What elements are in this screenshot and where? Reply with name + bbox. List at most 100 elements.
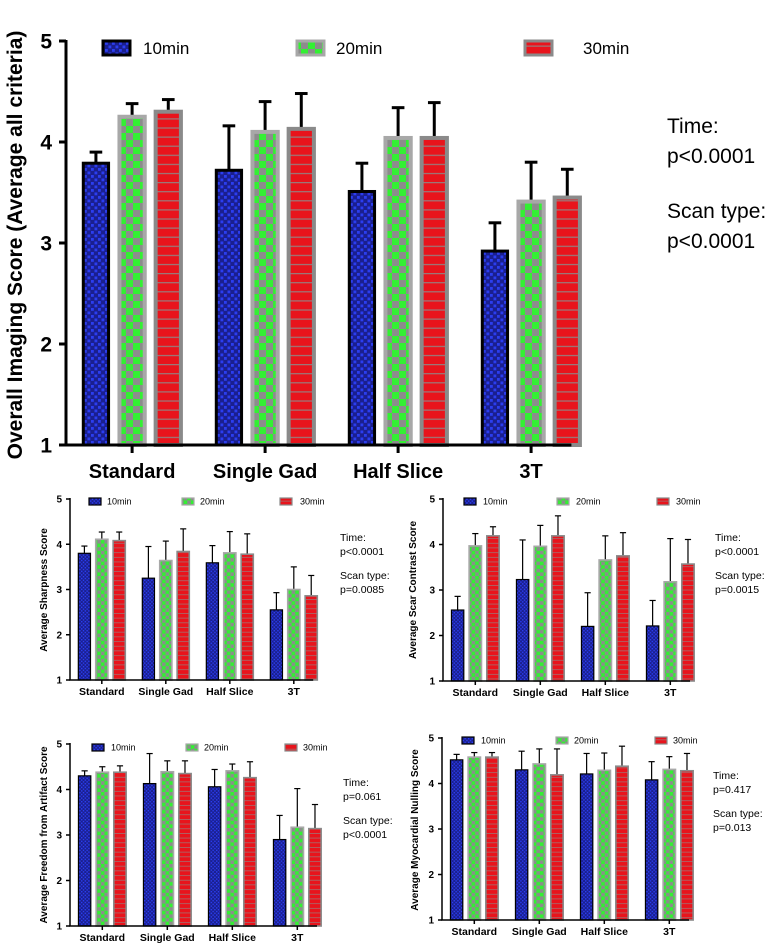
legend-item-20min: 20min	[185, 743, 229, 753]
stat-annotation: Time:	[713, 770, 739, 782]
x-tick-label: Single Gad	[213, 461, 317, 483]
legend-swatch	[181, 497, 195, 506]
stat-annotation: Scan type:	[667, 200, 766, 223]
bar-10min-half-slice	[207, 786, 222, 927]
y-tick-label: 1	[56, 676, 62, 687]
bar-10min-standard	[81, 161, 111, 447]
legend-item-20min: 20min	[556, 497, 601, 507]
bar-30min-standard	[485, 756, 499, 921]
bar-10min-3t	[645, 625, 660, 682]
y-axis-label: Average Scar Contrast Score	[408, 521, 419, 659]
bar-30min-single-gad	[176, 550, 191, 681]
y-tick-label: 1	[429, 677, 435, 688]
stat-annotation: Time:	[715, 532, 741, 544]
legend-label: 10min	[483, 497, 508, 507]
x-tick-label: Single Gad	[140, 932, 195, 944]
legend-item-30min: 30min	[284, 743, 328, 753]
legend-swatch	[279, 497, 293, 506]
y-tick-label: 4	[428, 779, 434, 790]
bar-10min-3t	[480, 249, 510, 447]
bar-30min-half-slice	[240, 553, 255, 681]
bar-20min-single-gad	[532, 763, 547, 921]
x-tick-label: 3T	[519, 461, 542, 483]
chart-artifact: 1 2 3 4 5 Standard Single Gad Half Slice 3T Avera…	[39, 740, 393, 944]
bar-10min-standard	[449, 759, 464, 921]
bar-30min-standard	[112, 539, 127, 681]
bar-30min-single-gad	[550, 774, 564, 921]
y-tick-label: 5	[56, 495, 62, 506]
x-tick-label: Single Gad	[513, 687, 568, 699]
stat-annotation: Scan type:	[715, 570, 765, 582]
legend-label: 10min	[107, 497, 132, 507]
legend-label: 20min	[574, 736, 599, 746]
bar-20min-3t	[663, 581, 678, 682]
bar-20min-half-slice	[383, 135, 413, 448]
bar-30min-standard	[153, 109, 183, 447]
legend-swatch	[555, 736, 569, 745]
legend-item-10min: 10min	[101, 39, 189, 58]
legend-label: 30min	[583, 39, 629, 58]
stat-annotation: p=0.0015	[715, 584, 759, 596]
chart-sharpness: 1 2 3 4 5 Standard Single Gad Half Slice 3T Avera…	[39, 495, 390, 698]
legend-item-10min: 10min	[463, 497, 508, 507]
legend-swatch	[654, 736, 668, 745]
legend-item-10min: 10min	[88, 497, 132, 507]
legend-swatch	[656, 497, 670, 506]
x-tick-label: Standard	[79, 686, 125, 698]
legend-label: 10min	[143, 39, 189, 58]
legend-swatch	[523, 39, 554, 57]
bar-10min-single-gad	[514, 769, 529, 921]
bar-20min-single-gad	[160, 770, 175, 927]
legend-item-20min: 20min	[555, 736, 599, 746]
x-tick-label: 3T	[288, 686, 301, 698]
y-tick-label: 3	[429, 586, 435, 597]
bar-30min-standard	[113, 771, 127, 927]
bar-30min-3t	[680, 769, 694, 921]
stat-annotation: p<0.0001	[667, 230, 755, 253]
chart-nulling: 1 2 3 4 5 Standard Single Gad Half Slice 3T Avera…	[410, 734, 763, 938]
stat-annotation: p=0.0085	[340, 584, 384, 596]
legend-label: 10min	[481, 736, 506, 746]
legend-swatch	[185, 743, 199, 752]
x-tick-label: Half Slice	[206, 686, 253, 698]
legend-label: 20min	[204, 743, 229, 753]
legend-swatch	[88, 497, 102, 506]
bar-10min-half-slice	[580, 625, 595, 682]
x-tick-label: Standard	[453, 687, 499, 699]
legend-swatch	[461, 736, 475, 745]
bar-30min-single-gad	[286, 126, 316, 447]
y-axis-label: Overall Imaging Score (Average all crite…	[4, 31, 27, 460]
bar-20min-single-gad	[533, 545, 548, 682]
legend-swatch	[91, 743, 105, 752]
y-tick-label: 4	[429, 540, 435, 551]
bar-20min-half-slice	[598, 559, 613, 682]
bar-20min-standard	[94, 538, 109, 681]
x-tick-label: Half Slice	[582, 687, 629, 699]
legend-label: 10min	[111, 743, 136, 753]
bar-30min-3t	[681, 563, 695, 682]
y-tick-label: 1	[40, 435, 52, 458]
bar-30min-half-slice	[243, 776, 257, 927]
y-tick-label: 3	[56, 831, 62, 842]
chart-overall: 1 2 3 4 5 Standard Single Gad Half Slice 3T Overa…	[4, 31, 766, 483]
legend: 10min 20min 30min	[461, 736, 698, 746]
y-tick-label: 4	[40, 132, 52, 155]
y-tick-label: 2	[56, 876, 62, 887]
bar-30min-single-gad	[551, 535, 565, 682]
legend-item-10min: 10min	[461, 736, 506, 746]
y-tick-label: 2	[40, 334, 52, 357]
bar-20min-single-gad	[250, 129, 280, 447]
legend-item-20min: 20min	[295, 39, 382, 58]
legend-label: 20min	[200, 497, 225, 507]
stat-annotation: Time:	[343, 777, 369, 789]
legend-item-30min: 30min	[654, 736, 698, 746]
stat-annotation: Time:	[667, 115, 719, 138]
bar-20min-half-slice	[222, 552, 237, 681]
bar-30min-half-slice	[616, 555, 630, 682]
stat-annotation: p<0.0001	[667, 145, 755, 168]
legend-swatch	[284, 743, 298, 752]
y-tick-label: 1	[428, 916, 434, 927]
y-tick-label: 3	[428, 825, 434, 836]
stat-annotation: p<0.0001	[340, 546, 384, 558]
